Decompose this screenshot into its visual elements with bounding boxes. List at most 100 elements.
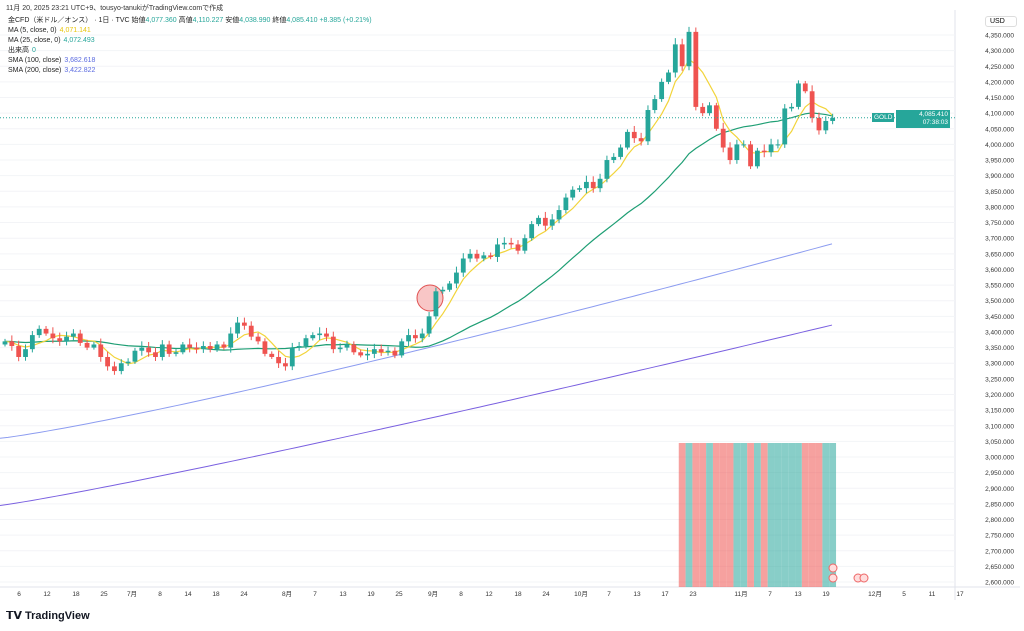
candle-body: [611, 156, 617, 161]
candle-body: [666, 72, 671, 82]
y-tick-label: 3,500.000: [985, 298, 1014, 305]
x-tick-label: 17: [956, 591, 964, 598]
candle-body: [413, 335, 418, 339]
candle-body: [775, 144, 781, 146]
candle-body: [23, 349, 28, 357]
candle-body: [570, 189, 576, 198]
y-tick-label: 3,250.000: [985, 376, 1014, 383]
x-tick-label: 13: [633, 591, 641, 598]
x-tick-label: 10月: [574, 590, 588, 598]
candle-body: [330, 336, 336, 350]
candle-body: [214, 344, 220, 350]
y-tick-label: 4,350.000: [985, 33, 1014, 40]
candle-body: [159, 344, 165, 357]
candle-body: [91, 344, 97, 348]
x-tick-label: 25: [395, 591, 403, 598]
x-tick-label: 12: [485, 591, 493, 598]
y-tick-label: 4,300.000: [985, 48, 1014, 55]
tradingview-logo[interactable]: 𝗧𝗩 TradingView: [6, 609, 90, 623]
last-price: 4,085.410: [919, 111, 948, 118]
candle-body: [577, 188, 582, 190]
candle-body: [2, 341, 8, 345]
volume-bar: [706, 443, 713, 587]
volume-row[interactable]: 出来高 0: [8, 46, 372, 56]
y-tick-label: 4,050.000: [985, 126, 1014, 133]
bar-countdown: 07:38:03: [922, 119, 948, 126]
ma5-line: [4, 58, 834, 365]
candle-body: [57, 338, 63, 342]
candle-body: [563, 197, 569, 211]
candle-body: [173, 352, 179, 354]
x-tick-label: 8: [158, 591, 162, 598]
candle-body: [672, 44, 678, 73]
candle-body: [734, 144, 740, 161]
y-tick-label: 3,600.000: [985, 267, 1014, 274]
sma200-label: SMA (200, close): [8, 67, 62, 74]
sma200-line: [0, 324, 833, 506]
ma25-label: MA (25, close, 0): [8, 37, 61, 44]
candle-body: [460, 258, 466, 273]
x-tick-label: 13: [339, 591, 347, 598]
candle-body: [686, 31, 692, 67]
candle-body: [16, 346, 22, 357]
y-tick-label: 3,300.000: [985, 361, 1014, 368]
created-caption: 11月 20, 2025 23:21 UTC+9、tousyo-tanukiがT…: [6, 5, 224, 12]
candle-body: [365, 353, 370, 356]
symbol-name[interactable]: 金CFD（米ドル／オンス） · 1日 · TVC: [8, 17, 130, 24]
candle-body: [392, 350, 398, 356]
candle-body: [303, 338, 309, 347]
candle-body: [440, 289, 446, 292]
candle-body: [378, 349, 384, 353]
volume-bar: [774, 443, 782, 587]
y-tick-label: 2,600.000: [985, 580, 1014, 587]
last-price-tag: 4,085.410 07:38:03: [896, 110, 950, 128]
candle-body: [84, 342, 90, 348]
candle-body: [43, 328, 49, 334]
candle-body: [631, 131, 637, 139]
volume-bar: [788, 443, 795, 587]
candle-body: [618, 147, 623, 157]
y-tick-label: 3,900.000: [985, 173, 1014, 180]
candle-body: [200, 346, 206, 350]
candle-body: [508, 242, 514, 245]
candle-body: [720, 128, 726, 148]
ma25-row[interactable]: MA (25, close, 0) 4,072.493: [8, 36, 372, 46]
y-tick-label: 2,950.000: [985, 470, 1014, 477]
volume-bar: [747, 443, 754, 587]
x-tick-label: 18: [514, 591, 522, 598]
y-tick-label: 3,700.000: [985, 236, 1014, 243]
x-tick-label: 6: [17, 591, 21, 598]
candle-body: [652, 99, 658, 111]
candle-body: [823, 120, 829, 131]
candle-body: [71, 333, 76, 337]
candle-body: [447, 283, 452, 290]
symbol-price-tag: GOLD: [872, 113, 895, 122]
sma200-row[interactable]: SMA (200, close) 3,422.822: [8, 66, 372, 76]
x-tick-label: 17: [661, 591, 669, 598]
candle-body: [358, 352, 364, 356]
volume-bar: [699, 443, 707, 587]
y-tick-label: 3,000.000: [985, 455, 1014, 462]
candle-body: [29, 335, 35, 350]
candle-body: [474, 253, 480, 259]
y-tick-label: 3,800.000: [985, 204, 1014, 211]
x-tick-label: 18: [212, 591, 220, 598]
ma5-row[interactable]: MA (5, close, 0) 4,071.141: [8, 26, 372, 36]
candle-body: [248, 325, 254, 337]
candle-body: [153, 352, 158, 357]
currency-button[interactable]: USD: [985, 16, 1017, 27]
x-tick-label: 7: [313, 591, 317, 598]
candle-body: [625, 131, 630, 148]
x-tick-label: 18: [72, 591, 80, 598]
candle-body: [645, 110, 651, 142]
x-tick-label: 8月: [282, 590, 292, 598]
y-tick-label: 2,900.000: [985, 486, 1014, 493]
x-tick-label: 23: [689, 591, 697, 598]
candle-body: [207, 346, 213, 350]
candle-body: [768, 144, 774, 153]
candle-body: [713, 105, 719, 129]
candle-body: [796, 83, 801, 107]
volume-bar: [712, 443, 720, 587]
sma100-row[interactable]: SMA (100, close) 3,682.618: [8, 56, 372, 66]
